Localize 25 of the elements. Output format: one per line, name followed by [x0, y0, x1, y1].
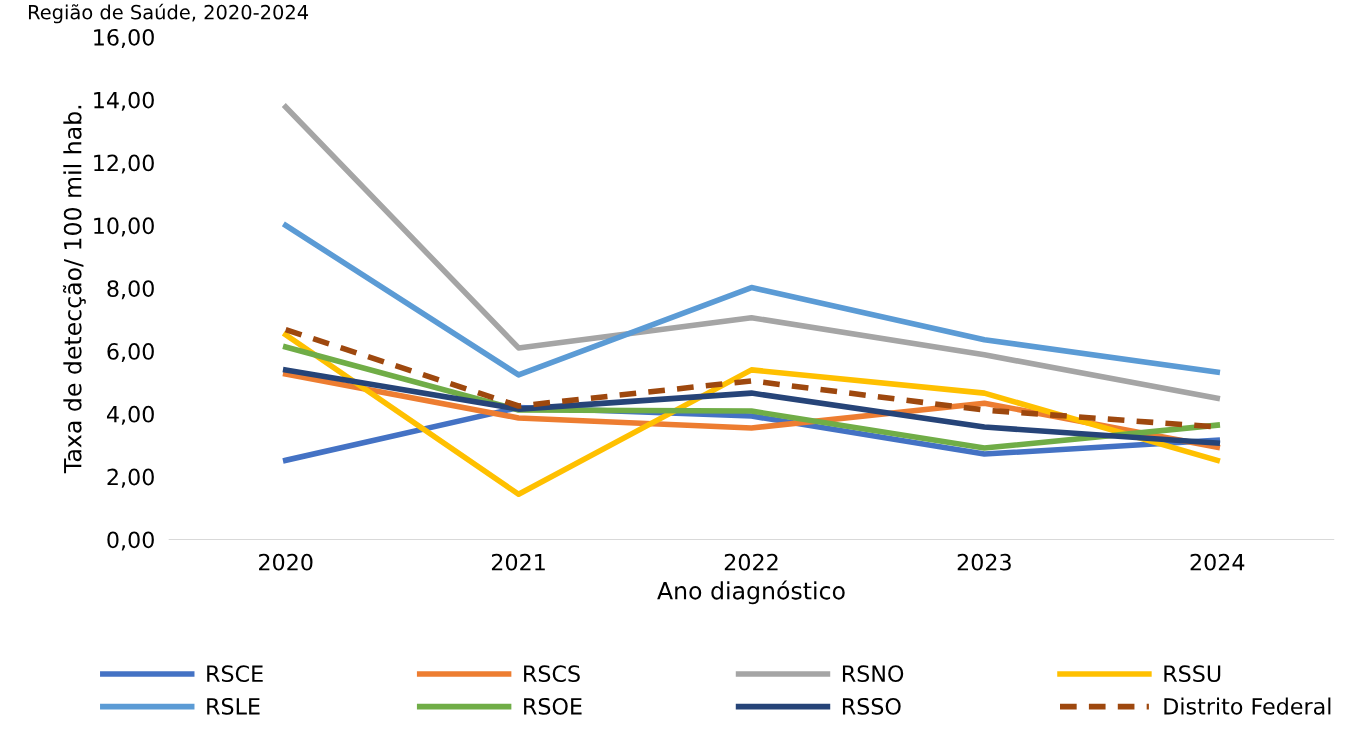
- y-tick-label: 8,00: [107, 280, 154, 300]
- legend-label: Distrito Federal: [1164, 697, 1331, 715]
- legend-label: RSSO: [842, 697, 901, 715]
- y-tick-label: 4,00: [106, 405, 154, 425]
- x-tick-label: 2024: [1190, 553, 1245, 571]
- y-tick-label: 0,00: [107, 531, 154, 551]
- y-tick-label: 14,00: [94, 91, 154, 111]
- legend-label: RSCE: [207, 665, 263, 683]
- x-tick-label: 2020: [259, 553, 313, 571]
- y-tick-label: 16,00: [94, 28, 154, 48]
- legend-label: RSOE: [524, 697, 582, 715]
- x-tick-label: 2022: [724, 553, 778, 571]
- y-tick-label: 6,00: [107, 342, 154, 363]
- legend-label: RSLE: [207, 697, 260, 715]
- y-tick-label: 12,00: [94, 154, 154, 174]
- x-axis-title: Ano diagnóstico: [657, 580, 845, 605]
- chart-title: Região de Saúde, 2020-2024: [28, 3, 309, 24]
- y-axis-title: Taxa de detecção/ 100 mil hab.: [62, 105, 86, 474]
- legend-label: RSSU: [1164, 665, 1221, 683]
- legend-label: RSNO: [842, 665, 904, 683]
- y-tick-label: 2,00: [107, 468, 154, 488]
- y-tick-label: 10,00: [94, 217, 154, 237]
- x-tick-label: 2023: [957, 553, 1011, 571]
- x-tick-label: 2021: [491, 553, 545, 571]
- legend-label: RSCS: [524, 665, 580, 683]
